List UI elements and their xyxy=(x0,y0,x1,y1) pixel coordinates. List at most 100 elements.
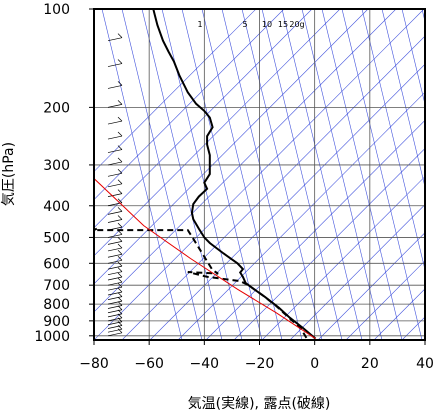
wind-barb xyxy=(107,253,123,258)
wind-barb-flag xyxy=(117,324,123,330)
wind-barb-flag xyxy=(117,243,123,249)
wind-barb xyxy=(107,85,123,89)
mixing-ratio-labels: 1 5 10 15 20g xyxy=(197,20,304,29)
wind-barb-flag xyxy=(117,296,123,302)
wind-barb-flag xyxy=(117,292,123,297)
wind-barb xyxy=(107,37,123,42)
y-tick-label: 200 xyxy=(43,100,70,116)
series-line-1 xyxy=(152,9,317,340)
x-axis-ticks: −80 −60 −40 −20 0 20 40 xyxy=(79,340,434,372)
y-tick-label: 100 xyxy=(43,2,70,18)
wind-barb xyxy=(107,104,123,108)
x-tick-label: −20 xyxy=(245,356,275,372)
x-tick-label: −40 xyxy=(190,356,220,372)
wind-barb xyxy=(107,317,123,322)
y-tick-label: 400 xyxy=(43,199,70,215)
series-line-3 xyxy=(94,178,316,340)
mixing-ratio-line xyxy=(281,9,363,340)
wind-barb xyxy=(107,234,123,238)
wind-barb-flag xyxy=(117,237,123,242)
mixing-ratio-label: 15 xyxy=(278,20,288,29)
wind-barb-flag xyxy=(117,157,123,163)
mixing-ratio-line xyxy=(161,9,243,340)
wind-barb xyxy=(107,265,123,270)
mixing-ratio-label: 10 xyxy=(262,20,272,29)
wind-barb-flag xyxy=(117,81,123,86)
wind-barb xyxy=(107,241,123,245)
wind-barb-flag xyxy=(117,198,123,204)
wind-barb-flag xyxy=(117,169,123,174)
wind-barb xyxy=(107,305,123,309)
isotherm-line xyxy=(233,147,425,340)
wind-barb xyxy=(107,219,123,223)
mixing-ratio-label: 5 xyxy=(242,20,247,29)
wind-barb xyxy=(107,309,123,314)
wind-barb-flag xyxy=(117,277,123,283)
isotherm-line xyxy=(430,9,435,340)
wind-barb xyxy=(107,276,123,281)
wind-barb xyxy=(107,296,123,300)
y-tick-label: 500 xyxy=(43,230,70,246)
isotherm-line xyxy=(261,176,425,340)
wind-barb-flag xyxy=(117,207,123,212)
y-axis-label: 気圧(hPa) xyxy=(1,142,17,206)
wind-barb xyxy=(107,63,123,67)
y-tick-label: 600 xyxy=(43,256,70,272)
mixing-ratio-label: 1 xyxy=(197,20,202,29)
isotherm-line xyxy=(94,9,285,201)
wind-barb-flag xyxy=(117,256,123,261)
wind-barb-flag xyxy=(118,2,122,6)
x-axis-label: 気温(実線), 露点(破線) xyxy=(188,396,331,412)
wind-barb xyxy=(107,321,123,326)
y-tick-label: 1000 xyxy=(34,329,70,345)
wind-barb xyxy=(107,271,123,276)
isotherm-line xyxy=(121,35,425,340)
wind-barb xyxy=(107,328,123,333)
mixing-ratio-line xyxy=(401,9,425,106)
mixing-ratio-line xyxy=(201,9,283,340)
mixing-ratio-line xyxy=(121,9,203,340)
wind-barb xyxy=(107,300,123,305)
isotherm-line xyxy=(94,9,425,340)
wind-barb xyxy=(107,259,123,264)
wind-barb xyxy=(107,313,123,318)
wind-barb-flag xyxy=(117,59,123,64)
isotherm-line xyxy=(149,63,425,340)
wind-barb xyxy=(107,211,123,215)
wind-barb xyxy=(107,161,123,166)
isotherm-line xyxy=(94,9,313,229)
wind-barb xyxy=(107,135,123,140)
wind-barb xyxy=(107,281,123,286)
isotherm-line xyxy=(94,9,257,172)
series-line-2 xyxy=(94,227,308,339)
wind-barb-flag xyxy=(117,250,123,255)
profile-series xyxy=(94,9,317,340)
wind-barb xyxy=(107,120,123,125)
mixing-ratio-line xyxy=(101,9,183,340)
y-tick-label: 300 xyxy=(43,158,70,174)
x-tick-label: −80 xyxy=(79,356,109,372)
wind-barb-flag xyxy=(117,287,123,293)
wind-barb xyxy=(107,325,123,329)
isotherm-line xyxy=(205,119,425,340)
wind-barb-flag xyxy=(117,189,123,194)
mixing-ratio-line xyxy=(421,9,425,23)
wind-barb xyxy=(107,183,123,188)
wind-barb-flag xyxy=(117,261,123,267)
wind-barb xyxy=(107,193,123,197)
isotherm-line xyxy=(94,9,369,285)
wind-barb xyxy=(107,332,123,337)
wind-barb-flag xyxy=(117,282,123,288)
wind-barb xyxy=(107,291,123,296)
grid-lines xyxy=(94,9,425,340)
y-tick-label: 900 xyxy=(43,314,70,330)
wind-barb xyxy=(107,286,123,291)
mixing-ratio-line xyxy=(361,9,425,271)
x-tick-label: 40 xyxy=(416,356,434,372)
wind-barb-flag xyxy=(117,179,123,185)
isotherm-line xyxy=(317,232,425,340)
wind-barb-flag xyxy=(117,328,123,334)
wind-barb-flag xyxy=(117,33,123,38)
